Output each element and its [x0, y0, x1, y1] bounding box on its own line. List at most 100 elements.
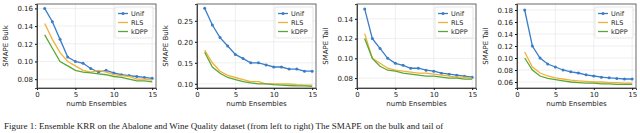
axis-line: [358, 89, 477, 91]
marker: [234, 53, 237, 56]
y-axis-title: SMAPE Tail: [482, 27, 490, 64]
marker: [226, 45, 229, 48]
panel: 0510150.060.080.100.120.140.160.18numb E…: [482, 4, 637, 108]
tick: 0.10: [497, 55, 517, 63]
tick-label: 0.10: [337, 55, 353, 63]
tick-label: 0.14: [337, 16, 353, 24]
tick-label: 0: [35, 91, 39, 99]
legend-label: RLS: [131, 19, 143, 27]
marker: [569, 70, 572, 73]
grid-line: [273, 4, 274, 88]
marker: [592, 75, 595, 78]
x-axis-title: numb Ensembles: [386, 100, 447, 108]
series-line: [365, 34, 472, 78]
tick: 5: [234, 88, 238, 99]
legend-marker: [282, 12, 285, 15]
marker: [59, 38, 62, 41]
marker: [425, 69, 428, 72]
marker: [66, 56, 69, 59]
tick-label: 5: [394, 91, 398, 99]
series-line: [525, 52, 632, 83]
plot-area: [43, 7, 153, 82]
legend-swatch: [438, 31, 448, 32]
y-axis: 0.100.150.200.25: [177, 5, 197, 89]
marker: [577, 72, 580, 75]
legend-label: kDPP: [291, 28, 308, 36]
grid: [197, 4, 316, 88]
marker: [562, 69, 565, 72]
figure: 0 5 10 15 0.08 0.10 0.12 0.14 0.16 numb Ensembles…: [0, 0, 640, 133]
legend-swatch: [598, 31, 608, 32]
plot-area: [363, 7, 473, 79]
grid-line: [37, 61, 156, 62]
tick-label: 0.18: [497, 7, 513, 15]
tick: 0: [195, 88, 199, 99]
tick: 15: [308, 88, 317, 99]
tick: 0.10: [337, 55, 357, 63]
marker: [203, 7, 206, 10]
tick-label: 0.14: [17, 23, 33, 31]
tick: 10: [110, 88, 119, 99]
tick-label: 0.10: [17, 58, 33, 66]
marker: [219, 36, 222, 39]
x-axis-title: numb Ensembles: [226, 100, 287, 108]
marker: [257, 61, 260, 64]
marker: [363, 7, 366, 10]
marker: [615, 77, 618, 80]
y-axis: 0.060.080.100.120.140.160.18: [497, 5, 517, 89]
legend-label: kDPP: [451, 28, 468, 36]
marker: [143, 76, 146, 79]
grid-line: [395, 4, 396, 88]
plot-frame: [197, 4, 316, 88]
marker: [546, 63, 549, 66]
marker: [89, 67, 92, 70]
tick: 0.16: [17, 5, 37, 13]
tick: 0.15: [177, 60, 197, 68]
marker: [43, 7, 46, 10]
legend: UnifRLSkDPP: [115, 7, 153, 38]
tick-label: 0.08: [17, 76, 33, 84]
grid: [357, 4, 476, 88]
tick-label: 0.20: [177, 39, 193, 47]
legend-swatch: [598, 22, 608, 23]
legend-box: [435, 7, 473, 38]
marker: [272, 66, 275, 69]
tick: 5: [394, 88, 398, 99]
grid-line: [593, 4, 594, 88]
tick-label: 0.10: [497, 55, 513, 63]
tick-label: 5: [234, 91, 238, 99]
tick: 0.18: [497, 7, 517, 15]
tick: 0: [355, 88, 359, 99]
tick: 0.08: [337, 75, 357, 83]
tick: 0.08: [497, 67, 517, 75]
marker: [585, 73, 588, 76]
marker: [386, 57, 389, 60]
tick-label: 0.12: [497, 43, 513, 51]
series-line: [365, 39, 472, 80]
legend-label: RLS: [611, 19, 623, 27]
y-axis-title: SMAPE Bulk: [162, 24, 170, 66]
x-axis: 051015: [195, 88, 317, 99]
tick-label: 0.15: [177, 60, 193, 68]
marker: [455, 74, 458, 77]
grid-line: [555, 4, 556, 88]
marker: [249, 61, 252, 64]
tick: 0.12: [497, 43, 517, 51]
tick: 0.25: [177, 18, 197, 26]
legend-label: Unif: [451, 10, 465, 18]
tick: 15: [628, 88, 637, 99]
tick-label: 0.08: [337, 75, 353, 83]
legend-box: [275, 7, 313, 38]
tick-label: 15: [628, 91, 637, 99]
legend-marker: [602, 12, 605, 15]
marker: [440, 72, 443, 75]
legend-label: Unif: [611, 10, 625, 18]
legend-label: kDPP: [611, 28, 628, 36]
series-line: [205, 8, 312, 71]
marker: [523, 9, 526, 12]
legend-label: Unif: [291, 10, 305, 18]
legend-swatch: [438, 22, 448, 23]
tick-label: 0.16: [497, 19, 513, 27]
grid-line: [197, 41, 316, 42]
tick-label: 0.12: [337, 35, 353, 43]
